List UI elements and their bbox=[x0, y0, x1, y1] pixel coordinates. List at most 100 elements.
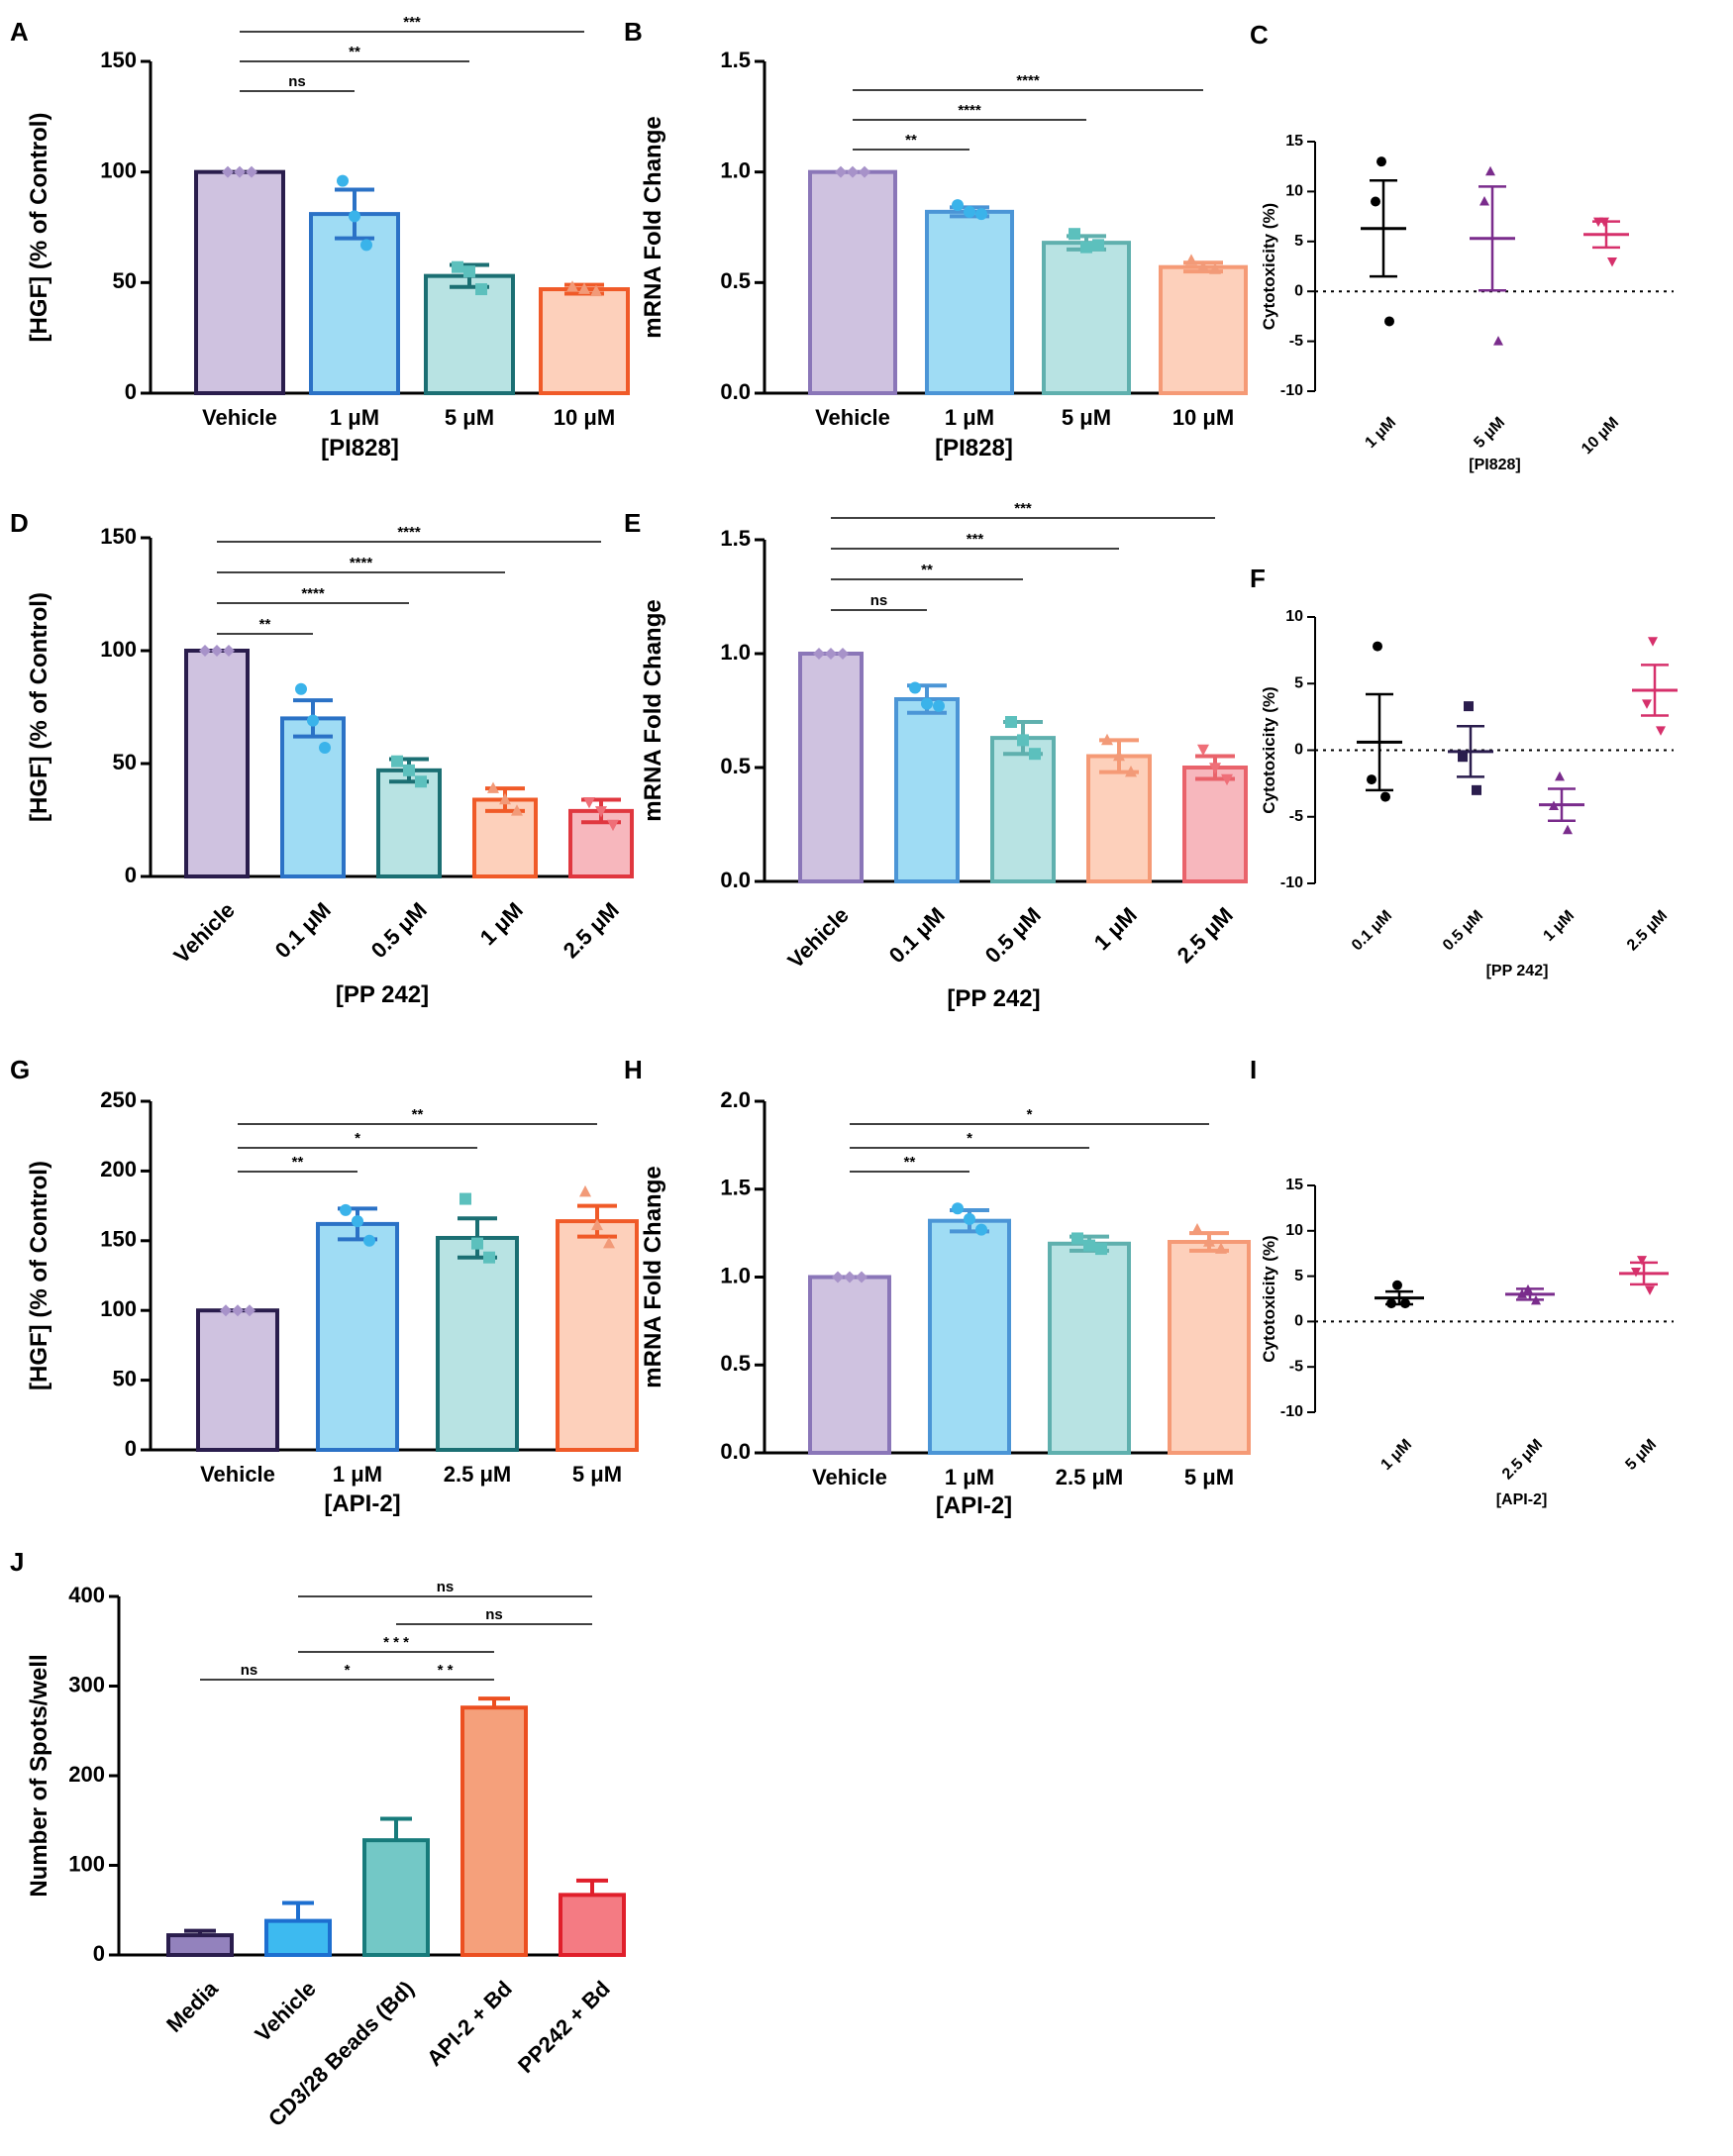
x-axis-title: [API-2] bbox=[1496, 1491, 1548, 1508]
x-axis-title: [PP 242] bbox=[336, 981, 429, 1008]
significance-label: ** bbox=[905, 132, 917, 149]
bar-4 bbox=[539, 287, 630, 395]
x-axis-title: [API-2] bbox=[324, 1490, 400, 1517]
panel-I: I -10 -5 0 5 10 15 1 μM 2.5 μM 5 μM Cytotoxicity (… bbox=[1250, 1055, 1674, 1508]
data-point bbox=[835, 165, 847, 178]
data-point bbox=[847, 165, 859, 178]
data-point bbox=[246, 165, 257, 178]
y-tick-label: -5 bbox=[1289, 1358, 1303, 1375]
data-point bbox=[1197, 744, 1209, 757]
y-tick-label: 100 bbox=[68, 1851, 105, 1876]
data-point bbox=[909, 681, 921, 694]
y-tick-label: 150 bbox=[100, 1227, 137, 1252]
x-tick-label: 10 μM bbox=[554, 405, 615, 430]
data-point bbox=[295, 682, 307, 695]
y-tick-label: 100 bbox=[100, 1296, 137, 1321]
bar-1 bbox=[798, 652, 864, 883]
bar-5 bbox=[559, 1893, 626, 1957]
y-tick-label: 15 bbox=[1285, 133, 1303, 150]
data-point bbox=[952, 1202, 964, 1215]
data-point bbox=[511, 804, 523, 816]
data-point bbox=[837, 648, 849, 660]
data-point bbox=[1386, 1298, 1396, 1309]
significance-label: **** bbox=[958, 102, 981, 119]
data-point bbox=[832, 1271, 844, 1283]
y-axis-title: Cytotoxicity (%) bbox=[1260, 686, 1278, 813]
data-point bbox=[1392, 1280, 1402, 1290]
x-tick-label: 1 μM bbox=[945, 1465, 994, 1489]
data-point bbox=[975, 1223, 987, 1236]
x-tick-label: 2.5 μM bbox=[559, 897, 624, 963]
x-tick-label: Vehicle bbox=[202, 405, 277, 430]
x-tick-label: 1 μM bbox=[330, 405, 379, 430]
data-point bbox=[1485, 165, 1495, 176]
significance-label: *** bbox=[967, 531, 984, 548]
y-tick-label: -10 bbox=[1280, 382, 1303, 399]
bar-4 bbox=[556, 1219, 639, 1453]
data-point bbox=[352, 1215, 363, 1228]
significance-label: **** bbox=[397, 524, 421, 541]
y-tick-label: 100 bbox=[100, 637, 137, 662]
significance-label: ns bbox=[485, 1606, 503, 1623]
y-axis-title: Cytotoxicity (%) bbox=[1260, 203, 1278, 330]
x-tick-label: 2.5 μM bbox=[1624, 907, 1671, 954]
data-point bbox=[1656, 726, 1666, 736]
y-tick-label: 0 bbox=[93, 1941, 105, 1966]
y-tick-label: 0.0 bbox=[720, 379, 751, 404]
data-point bbox=[360, 239, 372, 252]
data-point bbox=[1555, 770, 1565, 781]
data-point bbox=[1095, 1243, 1107, 1256]
x-axis-title: [PI828] bbox=[1469, 457, 1520, 473]
x-tick-label: 0.1 μM bbox=[270, 897, 336, 963]
y-tick-label: 10 bbox=[1285, 608, 1303, 625]
y-tick-label: 50 bbox=[113, 268, 137, 293]
y-tick-label: 250 bbox=[100, 1087, 137, 1112]
data-point bbox=[1203, 1235, 1215, 1247]
panel-C: C -10 -5 0 5 10 15 1 μM 5 μM 10 μM Cytotoxicity (%… bbox=[1250, 20, 1674, 473]
data-point bbox=[463, 265, 475, 278]
data-point bbox=[964, 1212, 975, 1225]
significance-label: ** bbox=[921, 562, 933, 578]
y-axis-title: mRNA Fold Change bbox=[640, 1166, 666, 1387]
data-point bbox=[1221, 773, 1233, 786]
y-tick-label: 0 bbox=[1294, 1313, 1303, 1330]
x-tick-label: 5 μM bbox=[1062, 405, 1111, 430]
data-point bbox=[975, 208, 987, 221]
data-point bbox=[452, 260, 463, 273]
y-tick-label: 100 bbox=[100, 157, 137, 182]
x-tick-label: Vehicle bbox=[169, 897, 240, 968]
x-tick-label: 5 μM bbox=[1622, 1436, 1660, 1474]
y-tick-label: 0 bbox=[125, 1436, 137, 1461]
data-point bbox=[1458, 752, 1468, 763]
x-tick-label: API-2 + Bd bbox=[422, 1976, 517, 2071]
x-tick-label: 2.5 μM bbox=[1499, 1436, 1546, 1483]
data-point bbox=[595, 806, 607, 818]
y-tick-label: 1.5 bbox=[720, 526, 751, 551]
data-point bbox=[220, 1304, 232, 1317]
x-tick-label: PP242 + Bd bbox=[513, 1976, 615, 2078]
y-tick-label: 0 bbox=[1294, 282, 1303, 299]
x-tick-label: 0.5 μM bbox=[366, 897, 432, 963]
panel-letter: E bbox=[624, 508, 641, 538]
data-point bbox=[844, 1271, 856, 1283]
data-point bbox=[1371, 196, 1380, 207]
y-tick-label: 0.5 bbox=[720, 268, 751, 293]
y-tick-label: 0 bbox=[1294, 742, 1303, 759]
x-tick-label: Media bbox=[161, 1976, 223, 2037]
data-point bbox=[1523, 1283, 1533, 1294]
significance-label: ** bbox=[259, 616, 271, 633]
data-point bbox=[234, 165, 246, 178]
bar-3 bbox=[362, 1838, 430, 1958]
panel-letter: A bbox=[10, 17, 29, 47]
bar-1 bbox=[196, 1308, 279, 1452]
bar-2 bbox=[264, 1918, 332, 1957]
data-point bbox=[590, 284, 602, 297]
significance-label: **** bbox=[1016, 72, 1040, 89]
bar-2 bbox=[280, 716, 346, 879]
y-tick-label: 10 bbox=[1285, 1222, 1303, 1239]
data-point bbox=[578, 282, 590, 294]
data-point bbox=[340, 1203, 352, 1216]
y-tick-label: -10 bbox=[1280, 1403, 1303, 1420]
